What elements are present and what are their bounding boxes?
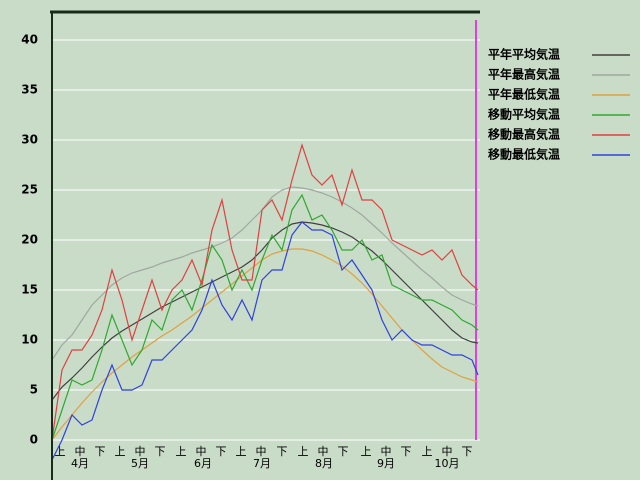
x-tick-label: 上 xyxy=(55,445,66,458)
x-tick-label: 下 xyxy=(155,445,166,458)
y-tick-label: 25 xyxy=(21,183,38,197)
x-tick-label: 上 xyxy=(298,445,309,458)
x-tick-label: 中 xyxy=(318,445,329,458)
y-tick-label: 40 xyxy=(21,33,38,47)
legend-label: 移動最低気温 xyxy=(488,147,560,162)
y-tick-label: 20 xyxy=(21,233,38,247)
series-line xyxy=(51,186,479,361)
x-tick-label: 下 xyxy=(462,445,473,458)
month-label: 10月 xyxy=(435,457,460,470)
series-line xyxy=(51,221,479,461)
y-tick-label: 10 xyxy=(21,333,38,347)
legend-label: 平年最高気温 xyxy=(488,67,560,82)
month-label: 6月 xyxy=(194,457,212,470)
x-tick-label: 中 xyxy=(196,445,207,458)
x-tick-label: 中 xyxy=(381,445,392,458)
series-line xyxy=(51,193,479,441)
x-tick-label: 中 xyxy=(75,445,86,458)
month-label: 5月 xyxy=(131,457,149,470)
month-label: 8月 xyxy=(315,457,333,470)
legend-label: 移動最高気温 xyxy=(488,127,560,142)
series-line xyxy=(51,142,479,441)
series-line xyxy=(51,221,479,401)
month-label: 9月 xyxy=(377,457,395,470)
x-tick-label: 下 xyxy=(95,445,106,458)
legend-label: 平年平均気温 xyxy=(488,47,560,62)
y-tick-label: 30 xyxy=(21,133,38,147)
x-tick-label: 上 xyxy=(422,445,433,458)
x-tick-label: 中 xyxy=(135,445,146,458)
x-tick-label: 上 xyxy=(361,445,372,458)
x-tick-label: 下 xyxy=(277,445,288,458)
month-label: 4月 xyxy=(71,457,89,470)
legend-label: 平年最低気温 xyxy=(488,87,560,102)
y-tick-label: 5 xyxy=(30,383,38,397)
x-tick-label: 上 xyxy=(115,445,126,458)
x-tick-label: 中 xyxy=(256,445,267,458)
legend-label: 移動平均気温 xyxy=(488,107,560,122)
y-tick-label: 0 xyxy=(30,433,38,447)
x-tick-label: 下 xyxy=(401,445,412,458)
x-tick-label: 中 xyxy=(442,445,453,458)
x-tick-label: 下 xyxy=(216,445,227,458)
y-tick-label: 15 xyxy=(21,283,38,297)
y-tick-label: 35 xyxy=(21,83,38,97)
x-tick-label: 上 xyxy=(236,445,247,458)
month-label: 7月 xyxy=(253,457,271,470)
x-tick-label: 下 xyxy=(338,445,349,458)
x-tick-label: 上 xyxy=(176,445,187,458)
